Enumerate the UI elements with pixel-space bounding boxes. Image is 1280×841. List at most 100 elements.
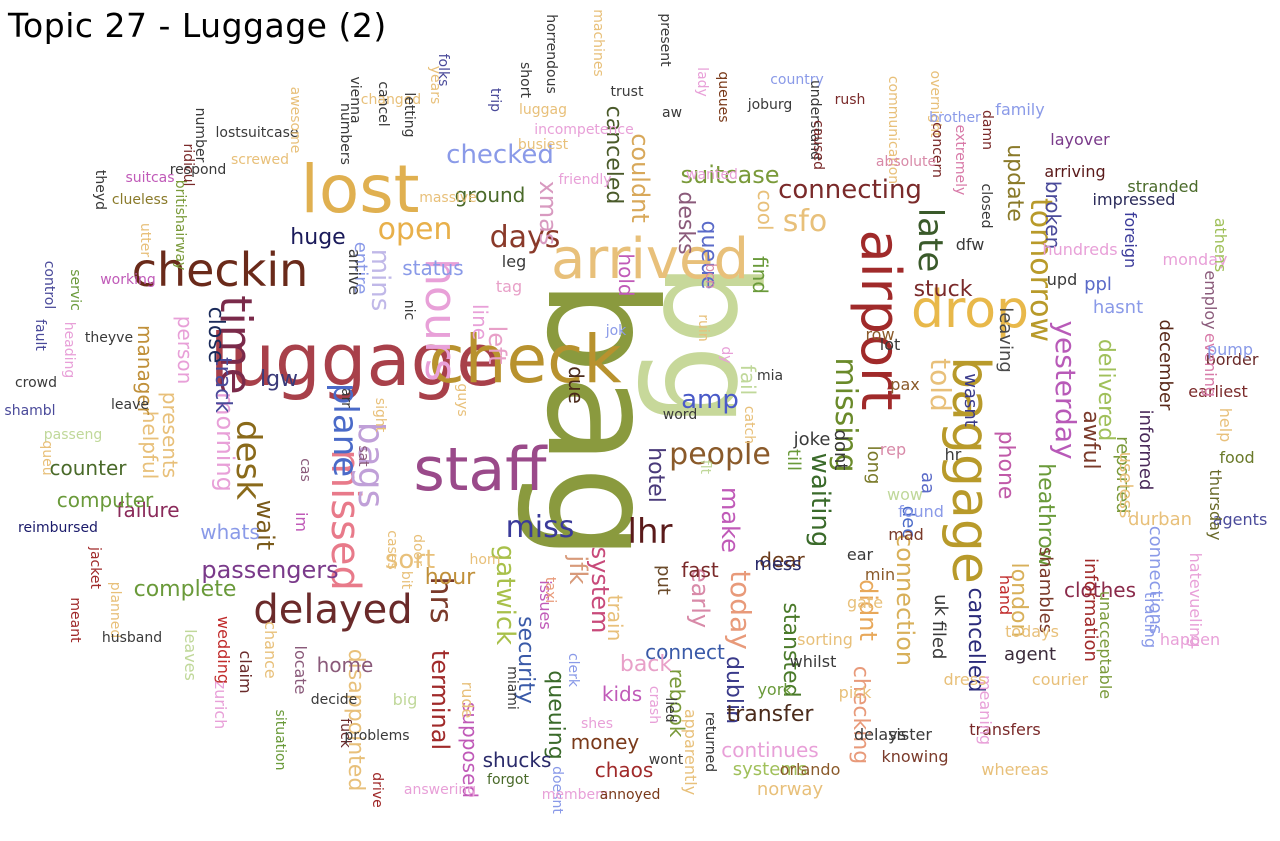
cloud-word: due [564,366,588,404]
cloud-word: december [1155,319,1176,411]
cloud-word: leg [501,252,527,271]
cloud-word: whats [200,520,260,544]
cloud-word: line [468,303,492,341]
cloud-word: wanted [686,167,738,183]
cloud-word: luggage [209,318,501,402]
cloud-word: catch [741,405,757,445]
cloud-word: checked [446,140,554,170]
cloud-word: put [653,565,674,595]
cloud-word: pump [1206,340,1254,359]
cloud-word: miss [505,510,575,545]
cloud-word: layover [1050,130,1110,149]
cloud-word: hotel [643,447,668,503]
cloud-word: locate [291,645,310,695]
cloud-word: money [570,730,640,754]
cloud-word: short [517,62,533,98]
cloud-word: xmas [534,180,562,246]
cloud-word: drop [910,280,1030,340]
cloud-word: presents [158,391,182,479]
cloud-word: days [489,220,561,255]
cloud-word: pick [838,683,872,702]
cloud-word: complete [133,577,237,602]
cloud-word: miami [504,666,520,710]
cloud-word: computer [56,488,154,512]
cloud-word: tracing [1141,591,1160,649]
page-title: Topic 27 - Luggage (2) [8,6,387,45]
cloud-word: border [1205,350,1259,369]
cloud-word: crowd [14,375,58,391]
cloud-word: upd [1046,270,1078,289]
cloud-word: help [1216,407,1235,443]
cloud-word: busiest [517,137,569,153]
cloud-word: dont [830,429,851,471]
cloud-word: connecting [778,175,922,205]
cloud-word: norway [756,779,824,800]
cloud-word: word [662,407,698,423]
cloud-word: present [657,13,673,67]
cloud-word: aw [661,105,683,121]
cloud-word: wont [648,752,684,768]
cloud-word: athens [1211,217,1230,273]
cloud-word: lostsuitcase [215,125,299,141]
cloud-word: dy [718,346,734,364]
cloud-word: fail [736,364,760,396]
cloud-word: staff [413,435,547,505]
cloud-word: make [716,487,744,553]
cloud-word: durban [1127,509,1193,530]
cloud-word: uk [930,594,951,616]
cloud-word: knowing [881,747,949,766]
cloud-word: employ [1201,270,1220,330]
cloud-word: shambles [1035,546,1056,634]
cloud-word: huge [290,225,346,250]
cloud-word: lost [300,151,420,228]
cloud-word: cool [753,189,777,231]
cloud-word: min [864,565,896,584]
cloud-word: tag [495,277,523,296]
cloud-word: screwed [230,152,290,168]
cloud-word: continues [721,738,819,762]
cloud-word: clerk [565,652,581,688]
cloud-word: massive [419,190,477,206]
cloud-word: husband [101,630,163,646]
cloud-word: home [316,653,374,677]
cloud-word: problems [344,728,410,744]
cloud-word: food [1219,448,1255,467]
cloud-word: delays [853,725,907,744]
cloud-word: informed [1135,409,1156,491]
cloud-word: found [898,502,944,521]
cloud-word: wow [887,485,923,504]
cloud-word: horrendous [543,14,559,94]
cloud-word: check [428,321,622,398]
cloud-word: machines [590,9,606,77]
cloud-word: crash [646,685,662,725]
cloud-word: kids [601,682,643,706]
cloud-word: answering [403,782,477,798]
cloud-word: suitcas [125,170,175,186]
cloud-word: pax [890,375,920,394]
cloud-word: drive [369,772,385,808]
cloud-word: bit [398,570,414,590]
cloud-word: close [203,306,228,364]
cloud-word: hasnt [1092,297,1144,318]
cloud-word: lot [879,335,901,354]
cloud-word: heading [61,321,77,379]
cloud-word: chaos [594,758,654,782]
cloud-word: transfers [969,720,1041,739]
cloud-word: jfk [564,555,592,585]
cloud-word: ear [846,545,874,564]
cloud-word: dress [943,670,987,689]
cloud-word: sat [355,445,371,467]
cloud-word: hand [996,574,1015,616]
cloud-word: thursday [1206,469,1225,541]
cloud-word: person [173,315,197,385]
cloud-word: clueless [111,192,169,208]
cloud-word: situation [272,709,288,771]
cloud-word: awful [1078,410,1103,470]
cloud-word: arrive [345,248,364,296]
cloud-word: foreign [1121,211,1140,269]
cloud-word: hold [614,253,638,297]
cloud-word: awesome [287,86,303,154]
cloud-word: changed [360,92,422,108]
cloud-word: status [402,256,464,280]
cloud-word: phone [993,430,1018,500]
